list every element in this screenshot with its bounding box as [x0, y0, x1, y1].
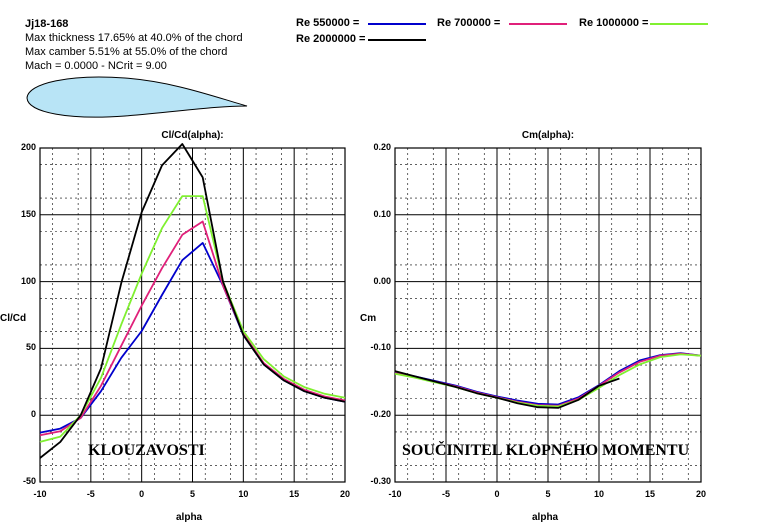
chart1-xtick-label: 0	[139, 489, 145, 499]
chart1-xtick-label: -5	[86, 489, 95, 499]
chart1-xtick-label: 15	[289, 489, 300, 499]
chart1-ytick-label: 200	[20, 142, 36, 152]
chart1-ytick-label: 0	[30, 409, 36, 420]
chart2-ytick-label: -0.10	[370, 342, 391, 353]
chart1-ytick-label: 100	[20, 275, 36, 286]
chart2-series-line-re2000000	[394, 370, 620, 409]
chart2-xtick-label: 0	[494, 489, 500, 499]
chart1-xtick-label: -10	[33, 489, 47, 499]
chart2-annotation: SOUČINITEL KLOPNÉHO MOMENTU	[402, 442, 690, 459]
chart1-xlabel: alpha	[176, 512, 203, 523]
chart1-title: Cl/Cd(alpha):	[161, 130, 224, 141]
chart2-xtick-label: 20	[695, 489, 706, 499]
chart2-ytick-label: 0.10	[373, 208, 391, 219]
chart2-ytick-label: -0.30	[370, 476, 391, 486]
airfoil-name: Jj18-168	[25, 18, 69, 30]
thickness-info: Max thickness 17.65% at 40.0% of the cho…	[25, 32, 243, 44]
chart1-annotation: KLOUZAVOSTI	[88, 442, 205, 459]
camber-info: Max camber 5.51% at 55.0% of the chord	[25, 46, 228, 58]
chart1-ytick-label: 150	[20, 208, 36, 219]
chart1-xtick-label: 5	[189, 489, 195, 499]
chart2-ytick-label: 0.20	[373, 142, 391, 152]
legend-line-re2000000	[368, 39, 426, 41]
chart1-series-line-re1000000	[39, 195, 346, 443]
chart1-series-line-re2000000	[39, 143, 346, 459]
legend-label-re1000000: Re 1000000 =	[579, 17, 649, 29]
legend-line-re1000000	[650, 23, 708, 25]
chart2-xlabel: alpha	[532, 512, 559, 523]
chart2-title: Cm(alpha):	[521, 130, 575, 141]
chart1-ytick-label: 50	[25, 342, 36, 353]
legend-label-re2000000: Re 2000000 =	[296, 33, 366, 45]
legend-line-re550000	[368, 23, 426, 25]
chart1-xtick-label: 10	[238, 489, 249, 499]
legend-label-re700000: Re 700000 =	[437, 17, 501, 29]
chart1-xtick-label: 20	[339, 489, 350, 499]
chart2-xtick-label: -10	[388, 489, 402, 499]
chart2-xtick-label: 10	[593, 489, 604, 499]
chart1-series-line-re700000	[39, 220, 346, 437]
mach-info: Mach = 0.0000 - NCrit = 9.00	[25, 60, 167, 72]
chart1-ytick-label: -50	[22, 476, 36, 486]
chart1-frame	[39, 147, 346, 483]
chart2-ytick-label: -0.20	[370, 409, 391, 420]
chart2-ytick-label: 0.00	[373, 275, 391, 286]
chart2-xtick-label: 15	[644, 489, 655, 499]
legend-label-re550000: Re 550000 =	[296, 17, 360, 29]
chart2-xtick-label: 5	[545, 489, 551, 499]
chart2-xtick-label: -5	[441, 489, 450, 499]
chart1-ylabel: Cl/Cd	[0, 313, 27, 324]
chart2-ylabel: Cm	[360, 313, 377, 324]
chart2-frame	[394, 147, 702, 483]
legend-line-re700000	[509, 23, 567, 25]
